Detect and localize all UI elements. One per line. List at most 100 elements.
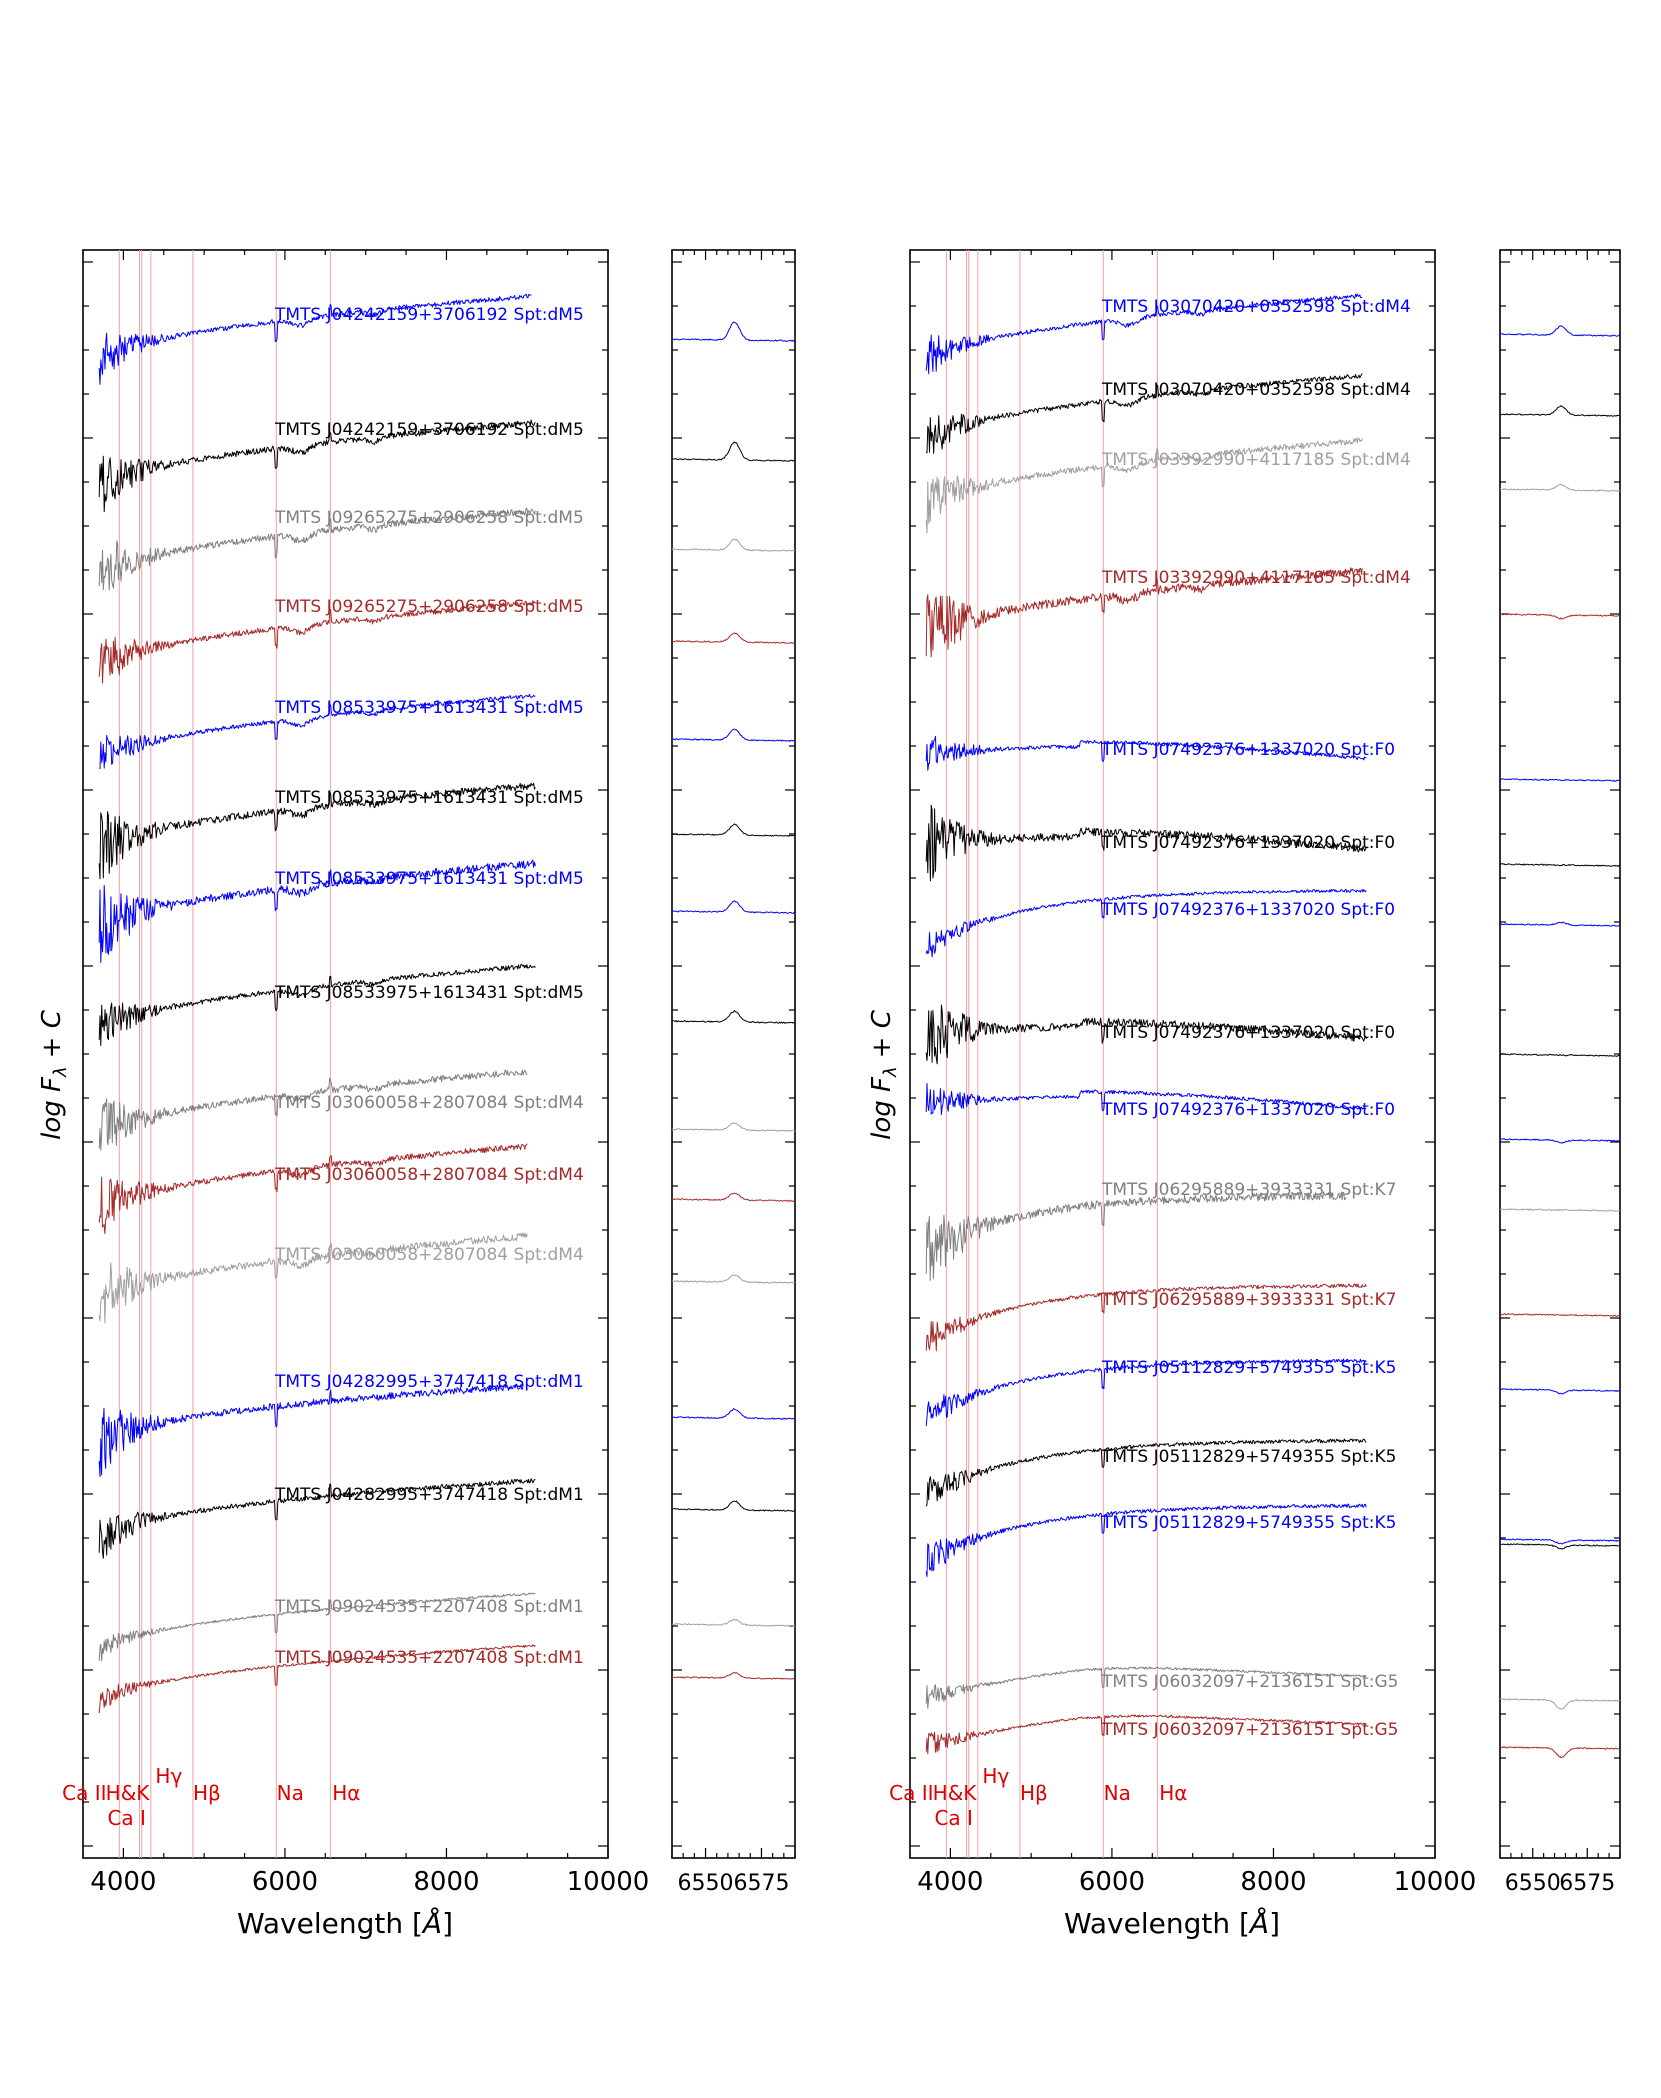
spectral-line-label: Hβ xyxy=(193,1781,221,1805)
halpha-profile xyxy=(1499,1313,1621,1317)
spectral-line-label: Ca I xyxy=(107,1806,145,1830)
spectrum-series xyxy=(925,567,1363,658)
x-tick-label: 4000 xyxy=(90,1867,156,1897)
spectrum-series xyxy=(98,1383,524,1478)
series-label: TMTS J04242159+3706192 Spt:dM5 xyxy=(274,420,584,440)
spectrum-series xyxy=(925,1083,1367,1115)
halpha-profile xyxy=(671,632,796,644)
spectral-line-label: Ca I xyxy=(934,1806,972,1830)
x-tick-label: 6550 xyxy=(1505,1871,1561,1896)
spectrum-series xyxy=(925,804,1367,882)
halpha-profile xyxy=(671,1408,796,1420)
spectral-line-label: H&K xyxy=(106,1781,151,1805)
series-label: TMTS J05112829+5749355 Spt:K5 xyxy=(1101,1358,1396,1378)
spectrum-series xyxy=(925,1503,1367,1577)
spectrum-series xyxy=(98,859,536,963)
right-y-axis-label: log Fλ+ C xyxy=(867,1009,901,1140)
series-label: TMTS J07492376+1337020 Spt:F0 xyxy=(1101,740,1395,760)
halpha-profile xyxy=(1499,863,1621,867)
halpha-profile xyxy=(671,1122,796,1132)
x-tick-label: 6575 xyxy=(733,1871,789,1896)
x-tick-label: 8000 xyxy=(1240,1867,1306,1897)
spectrum-series xyxy=(98,507,536,591)
halpha-profile xyxy=(1500,1388,1620,1395)
series-label: TMTS J03060058+2807084 Spt:dM4 xyxy=(274,1165,584,1185)
spectrum-series xyxy=(925,889,1367,958)
spectrum-series xyxy=(98,1478,536,1559)
spectral-line-label: Hα xyxy=(332,1781,360,1805)
spectral-line-label: Hγ xyxy=(155,1764,182,1788)
x-tick-label: 6000 xyxy=(252,1867,318,1897)
axes-frame xyxy=(909,249,1436,1859)
right-x-axis-label: Wavelength [Å] xyxy=(1064,1906,1280,1940)
x-tick-label: 4000 xyxy=(917,1867,983,1897)
series-label: TMTS J03070420+0352598 Spt:dM4 xyxy=(1101,380,1411,400)
spectrum-series xyxy=(925,373,1363,454)
axes-frame xyxy=(671,249,796,1859)
halpha-profile xyxy=(671,1009,796,1024)
series-label: TMTS J06295889+3933331 Spt:K7 xyxy=(1101,1290,1396,1310)
spectrum-series xyxy=(925,1666,1367,1709)
spectrum-series xyxy=(98,1592,536,1662)
right-main-panel: 4000 6000 8000 10000 Ca II H&KCa I Hγ Hβ Na Hα TMT… xyxy=(889,249,1476,1897)
halpha-profile xyxy=(1499,1543,1621,1550)
halpha-profile xyxy=(671,1192,796,1202)
series-label: TMTS J06032097+2136151 Spt:G5 xyxy=(1101,1672,1399,1692)
halpha-profile xyxy=(1499,1746,1621,1759)
spectrum-series xyxy=(98,1232,528,1324)
left-x-axis-label: Wavelength [Å] xyxy=(237,1906,453,1940)
spectrum-series xyxy=(98,419,536,513)
spectrum-series xyxy=(98,782,536,880)
spectral-line-label: Na xyxy=(277,1781,304,1805)
series-label: TMTS J04282995+3747418 Spt:dM1 xyxy=(274,1485,584,1505)
left-main-panel: 4000 6000 8000 10000 Ca II H&KCa I Hγ Hβ Na Hα TMT… xyxy=(62,249,649,1897)
series-label: TMTS J04282995+3747418 Spt:dM1 xyxy=(274,1372,584,1392)
series-label: TMTS J08533975+1613431 Spt:dM5 xyxy=(274,983,584,1003)
halpha-profile xyxy=(1499,325,1621,337)
series-label: TMTS J03392990+4117185 Spt:dM4 xyxy=(1101,568,1411,588)
series-label: TMTS J08533975+1613431 Spt:dM5 xyxy=(274,698,584,718)
halpha-profile xyxy=(1499,1138,1621,1144)
halpha-profile xyxy=(1499,613,1621,620)
series-label: TMTS J03060058+2807084 Spt:dM4 xyxy=(274,1093,584,1113)
spectrum-series xyxy=(925,1438,1367,1507)
left-y-axis-label: log Fλ+ C xyxy=(37,1009,71,1140)
x-tick-label: 6000 xyxy=(1079,1867,1145,1897)
halpha-profile xyxy=(1499,1208,1621,1212)
series-label: TMTS J07492376+1337020 Spt:F0 xyxy=(1101,1100,1395,1120)
series-label: TMTS J07492376+1337020 Spt:F0 xyxy=(1101,1023,1395,1043)
series-label: TMTS J08533975+1613431 Spt:dM5 xyxy=(274,788,584,808)
series-label: TMTS J05112829+5749355 Spt:K5 xyxy=(1101,1447,1396,1467)
halpha-profile xyxy=(1499,404,1621,417)
series-label: TMTS J09024535+2207408 Spt:dM1 xyxy=(274,1648,584,1668)
halpha-profile xyxy=(671,1671,796,1680)
series-label: TMTS J09024535+2207408 Spt:dM1 xyxy=(274,1597,584,1617)
halpha-profile xyxy=(672,1500,796,1512)
spectrum-series xyxy=(98,1069,528,1151)
spectrum-series xyxy=(925,1283,1367,1352)
halpha-profile xyxy=(672,728,796,743)
series-label: TMTS J07492376+1337020 Spt:F0 xyxy=(1101,900,1395,920)
series-label: TMTS J03060058+2807084 Spt:dM4 xyxy=(274,1245,584,1265)
series-label: TMTS J08533975+1613431 Spt:dM5 xyxy=(274,869,584,889)
halpha-profile xyxy=(1499,778,1621,782)
spectral-line-label: Hα xyxy=(1159,1781,1187,1805)
spectral-line-label: Hβ xyxy=(1020,1781,1048,1805)
spectral-line-label: Hγ xyxy=(982,1764,1009,1788)
halpha-profile xyxy=(671,538,795,552)
halpha-profile xyxy=(1499,1538,1621,1545)
series-label: TMTS J03070420+0352598 Spt:dM4 xyxy=(1101,297,1411,317)
spectral-line-label: Ca II xyxy=(62,1781,106,1805)
spectrum-series xyxy=(925,1714,1367,1755)
halpha-profile xyxy=(671,441,796,462)
spectrum-series xyxy=(98,1143,528,1235)
spectrum-series xyxy=(98,293,532,385)
series-label: TMTS J04242159+3706192 Spt:dM5 xyxy=(274,305,584,325)
spectrum-series xyxy=(925,1358,1367,1427)
spectrum-series xyxy=(98,600,536,684)
series-label: TMTS J06032097+2136151 Spt:G5 xyxy=(1101,1720,1399,1740)
series-label: TMTS J06295889+3933331 Spt:K7 xyxy=(1101,1180,1396,1200)
spectrum-series xyxy=(925,1004,1367,1065)
